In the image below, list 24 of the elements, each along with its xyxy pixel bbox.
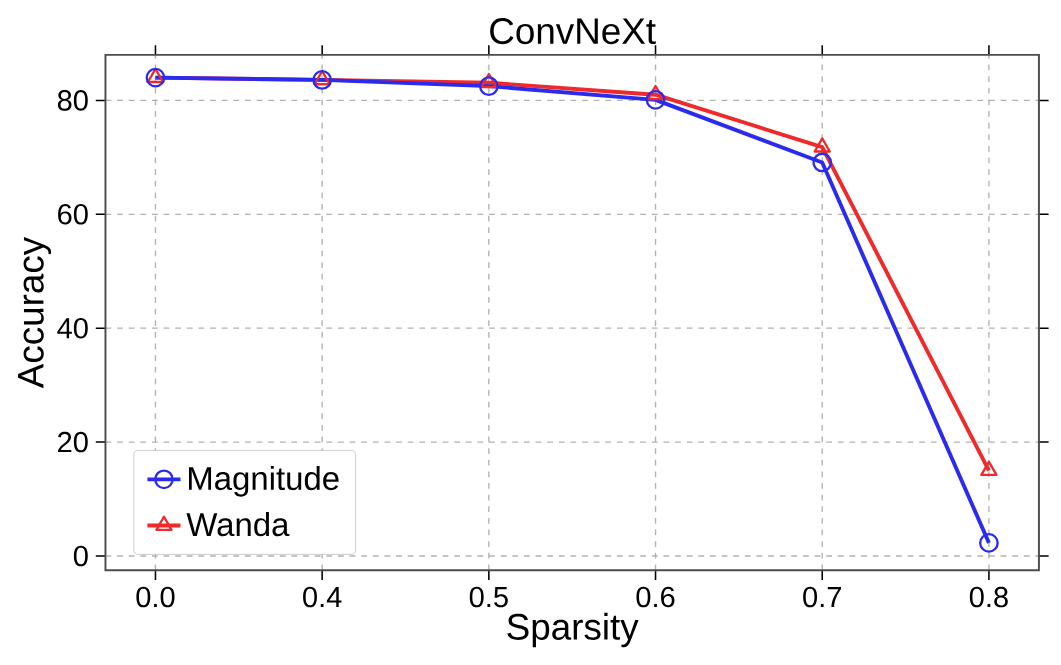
point <box>645 89 666 110</box>
x-tick-label: 0.6 <box>636 586 675 608</box>
x-axis-title: Sparsity <box>507 612 639 648</box>
y-tick-label: 80 <box>57 89 88 111</box>
y-tick-label: 60 <box>58 203 88 225</box>
point <box>480 72 498 89</box>
y-tick-label: 0 <box>73 545 88 567</box>
point <box>478 76 499 96</box>
point <box>980 460 998 476</box>
y-tick-label: 20 <box>58 431 88 453</box>
legend-label: Wanda <box>186 511 290 537</box>
y-axis-title: Accuracy <box>18 236 52 389</box>
point <box>812 152 833 173</box>
chart-title: ConvNeXt <box>490 17 656 45</box>
legend-label: Magnitude <box>189 465 339 497</box>
x-tick-label: 0.4 <box>303 586 342 608</box>
x-tick-label: 0.7 <box>803 586 841 608</box>
y-tick-label: 40 <box>57 317 88 339</box>
point <box>646 84 665 101</box>
x-tick-label: 0.0 <box>136 586 175 608</box>
point <box>979 532 999 553</box>
x-tick-label: 0.5 <box>469 586 508 608</box>
x-tick-label: 0.8 <box>969 586 1008 608</box>
point <box>813 137 831 153</box>
